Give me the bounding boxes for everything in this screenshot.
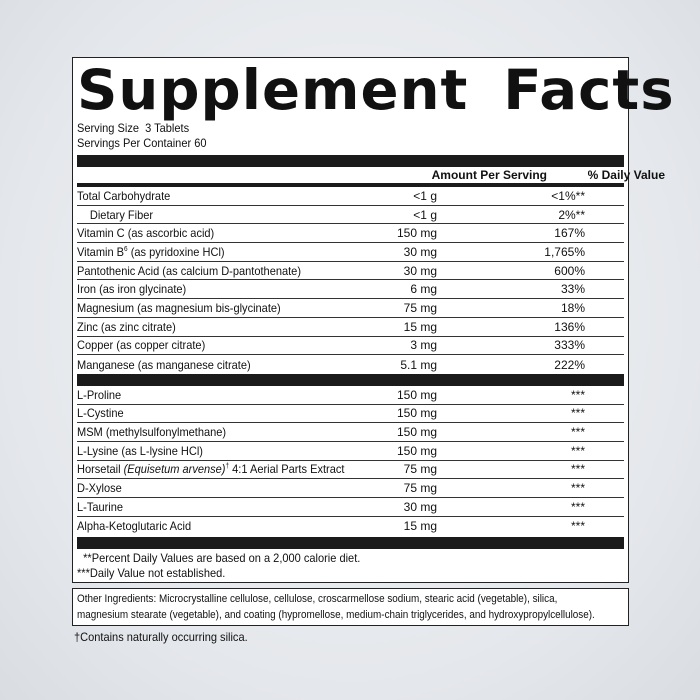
daily-value: *** xyxy=(570,425,585,440)
ingredient-name: MSM (methylsulfonylmethane) xyxy=(77,425,227,440)
ingredient-name: Vitamin C (as ascorbic acid) xyxy=(77,226,215,241)
nutrient-section: Total Carbohydrate <1 g <1%** Dietary Fiber… xyxy=(77,187,624,374)
daily-value: 33% xyxy=(560,282,585,297)
table-row: L-Cystine 150 mg *** xyxy=(77,405,624,424)
footnote-not-established: ***Daily Value not established. xyxy=(77,566,226,581)
table-row: Manganese (as manganese citrate) 5.1 mg 22… xyxy=(77,355,624,374)
amount: 6 mg xyxy=(410,282,437,297)
ingredient-name: Dietary Fiber xyxy=(89,207,154,222)
daily-value: 1,765% xyxy=(544,244,585,259)
amount: 150 mg xyxy=(396,226,437,241)
daily-value: 333% xyxy=(554,338,585,353)
panel-title: Supplement Facts xyxy=(77,58,675,122)
amount: 150 mg xyxy=(396,443,437,458)
amount: <1 g xyxy=(413,188,437,203)
amount: 5.1 mg xyxy=(400,357,437,372)
daily-value: 2%** xyxy=(558,207,585,222)
ingredient-section: L-Proline 150 mg *** L-Cystine 150 mg *** MSM … xyxy=(77,386,624,536)
amount: 30 mg xyxy=(403,263,437,278)
daily-value: 136% xyxy=(554,319,585,334)
ingredient-name: L-Lysine (as L-lysine HCl) xyxy=(77,443,203,458)
table-row: Zinc (as zinc citrate) 15 mg 136% xyxy=(77,318,624,337)
ingredient-name: Vitamin B6 (as pyridoxine HCl) xyxy=(77,244,225,259)
daily-value: *** xyxy=(570,481,585,496)
amount: 15 mg xyxy=(403,519,437,534)
amount: 75 mg xyxy=(403,300,437,315)
table-row: MSM (methylsulfonylmethane) 150 mg *** xyxy=(77,423,624,442)
amount: 75 mg xyxy=(403,481,437,496)
daily-value: 600% xyxy=(554,263,585,278)
footnote-dv: **Percent Daily Values are based on a 2,… xyxy=(77,551,361,566)
table-row: L-Lysine (as L-lysine HCl) 150 mg *** xyxy=(77,442,624,461)
ingredient-name: Zinc (as zinc citrate) xyxy=(77,319,176,334)
divider-bar xyxy=(77,155,624,167)
daily-value: <1%** xyxy=(551,188,585,203)
table-row: D-Xylose 75 mg *** xyxy=(77,479,624,498)
table-row: Vitamin C (as ascorbic acid) 150 mg 167% xyxy=(77,224,624,244)
daily-value: *** xyxy=(570,499,585,514)
table-row: Vitamin B6 (as pyridoxine HCl) 30 mg 1,765… xyxy=(77,243,624,262)
supplement-facts-panel: Supplement Facts Serving Size 3 Tablets … xyxy=(72,57,674,583)
footnotes: **Percent Daily Values are based on a 2,… xyxy=(77,551,580,581)
divider-bar xyxy=(77,537,624,550)
table-row: Iron (as iron glycinate) 6 mg 33% xyxy=(77,280,624,300)
daily-value: 222% xyxy=(554,357,585,372)
table-row: L-Proline 150 mg *** xyxy=(77,386,624,405)
amount: 150 mg xyxy=(396,406,437,421)
table-row: Magnesium (as magnesium bis-glycinate) 75… xyxy=(77,299,624,318)
ingredient-name: L-Cystine xyxy=(77,406,124,421)
ingredient-name: Pantothenic Acid (as calcium D-pantothen… xyxy=(77,263,301,278)
other-ingredients-line: magnesium stearate (vegetable), and coat… xyxy=(77,609,595,621)
other-ingredients: Other Ingredients: Microcrystalline cell… xyxy=(72,588,629,626)
daily-value: 18% xyxy=(560,300,585,315)
header-daily-value: % Daily Value xyxy=(587,168,665,182)
table-row: Alpha-Ketoglutaric Acid 15 mg *** xyxy=(77,517,624,536)
amount: 15 mg xyxy=(403,319,437,334)
ingredient-name: D-Xylose xyxy=(77,481,122,496)
ingredient-name: Horsetail (Equisetum arvense)† 4:1 Aeria… xyxy=(77,462,345,477)
table-row: Copper (as copper citrate) 3 mg 333% xyxy=(77,337,624,356)
table-row: Horsetail (Equisetum arvense)† 4:1 Aeria… xyxy=(77,461,624,480)
ingredient-name: Copper (as copper citrate) xyxy=(77,338,206,353)
table-row: Total Carbohydrate <1 g <1%** xyxy=(77,187,624,206)
amount: 30 mg xyxy=(403,499,437,514)
amount: 3 mg xyxy=(410,338,437,353)
daily-value: *** xyxy=(570,462,585,477)
ingredient-name: L-Proline xyxy=(77,387,122,402)
amount: 150 mg xyxy=(396,387,437,402)
daily-value: *** xyxy=(570,387,585,402)
serving-size: Serving Size 3 Tablets xyxy=(77,121,190,135)
table-row: Dietary Fiber <1 g 2%** xyxy=(77,206,624,225)
ingredient-name: Magnesium (as magnesium bis-glycinate) xyxy=(77,300,281,315)
dagger-note: †Contains naturally occurring silica. xyxy=(74,630,248,644)
amount: 150 mg xyxy=(396,425,437,440)
daily-value: *** xyxy=(570,519,585,534)
amount: 75 mg xyxy=(403,462,437,477)
divider-bar xyxy=(77,373,624,386)
other-ingredients-line: Other Ingredients: Microcrystalline cell… xyxy=(77,593,558,605)
header-amount: Amount Per Serving xyxy=(431,168,547,182)
amount: <1 g xyxy=(413,207,437,222)
table-row: L-Taurine 30 mg *** xyxy=(77,498,624,517)
ingredient-name: Iron (as iron glycinate) xyxy=(77,282,187,297)
daily-value: *** xyxy=(570,443,585,458)
table-row: Pantothenic Acid (as calcium D-pantothen… xyxy=(77,262,624,281)
ingredient-name: Manganese (as manganese citrate) xyxy=(77,357,251,372)
servings-per-container: Servings Per Container 60 xyxy=(77,136,207,150)
column-headers: Amount Per Serving % Daily Value xyxy=(77,167,665,187)
ingredient-name: Alpha-Ketoglutaric Acid xyxy=(77,519,192,534)
ingredient-name: Total Carbohydrate xyxy=(77,188,171,203)
ingredient-name: L-Taurine xyxy=(77,499,124,514)
daily-value: 167% xyxy=(554,226,585,241)
daily-value: *** xyxy=(570,406,585,421)
amount: 30 mg xyxy=(403,244,437,259)
